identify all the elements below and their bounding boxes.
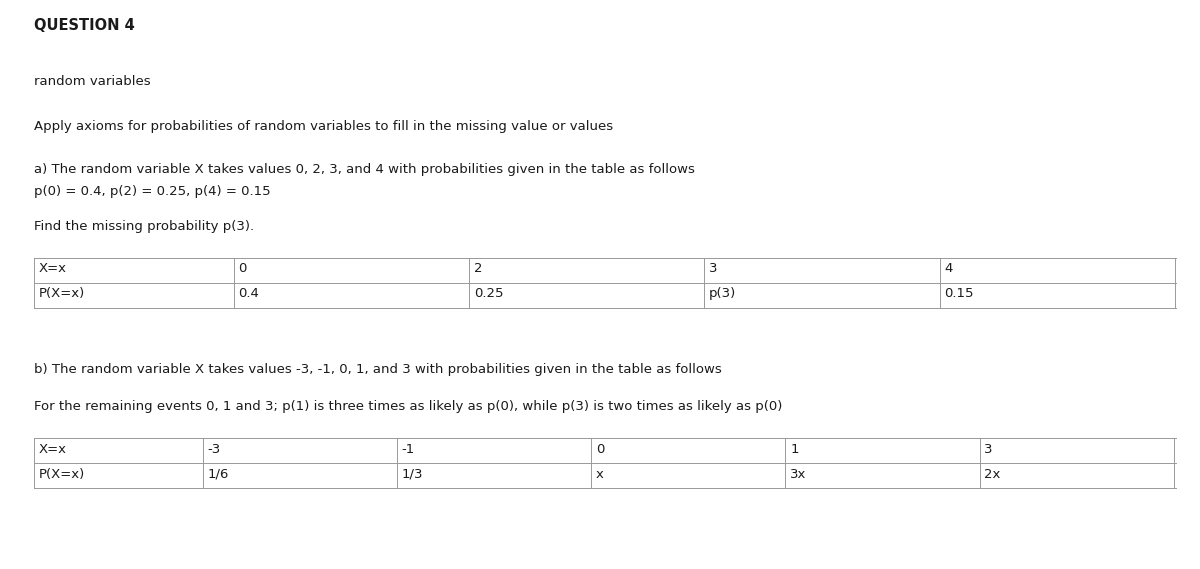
- Text: P(X=x): P(X=x): [38, 287, 85, 300]
- Text: 3x: 3x: [790, 468, 806, 481]
- Text: X=x: X=x: [38, 443, 66, 456]
- Text: 4: 4: [944, 262, 953, 275]
- Text: random variables: random variables: [34, 75, 150, 88]
- Text: x: x: [596, 468, 604, 481]
- Text: 1/6: 1/6: [208, 468, 229, 481]
- Text: QUESTION 4: QUESTION 4: [34, 18, 134, 33]
- Text: 0.15: 0.15: [944, 287, 974, 300]
- Text: p(0) = 0.4, p(2) = 0.25, p(4) = 0.15: p(0) = 0.4, p(2) = 0.25, p(4) = 0.15: [34, 185, 270, 198]
- Text: Apply axioms for probabilities of random variables to fill in the missing value : Apply axioms for probabilities of random…: [34, 120, 613, 133]
- Text: a) The random variable X takes values 0, 2, 3, and 4 with probabilities given in: a) The random variable X takes values 0,…: [34, 163, 695, 176]
- Text: 0: 0: [239, 262, 247, 275]
- Text: 2x: 2x: [984, 468, 1001, 481]
- Text: 3: 3: [709, 262, 718, 275]
- Text: 0.4: 0.4: [239, 287, 259, 300]
- Text: 0.25: 0.25: [474, 287, 503, 300]
- Text: 1: 1: [790, 443, 798, 456]
- Text: b) The random variable X takes values -3, -1, 0, 1, and 3 with probabilities giv: b) The random variable X takes values -3…: [34, 363, 721, 376]
- Text: P(X=x): P(X=x): [38, 468, 85, 481]
- Text: p(3): p(3): [709, 287, 737, 300]
- Text: -3: -3: [208, 443, 221, 456]
- Text: 1/3: 1/3: [402, 468, 424, 481]
- Text: -1: -1: [402, 443, 415, 456]
- Text: For the remaining events 0, 1 and 3; p(1) is three times as likely as p(0), whil: For the remaining events 0, 1 and 3; p(1…: [34, 400, 782, 413]
- Text: X=x: X=x: [38, 262, 66, 275]
- Text: 2: 2: [474, 262, 482, 275]
- Text: 3: 3: [984, 443, 992, 456]
- Text: Find the missing probability p(3).: Find the missing probability p(3).: [34, 220, 253, 233]
- Text: 0: 0: [596, 443, 605, 456]
